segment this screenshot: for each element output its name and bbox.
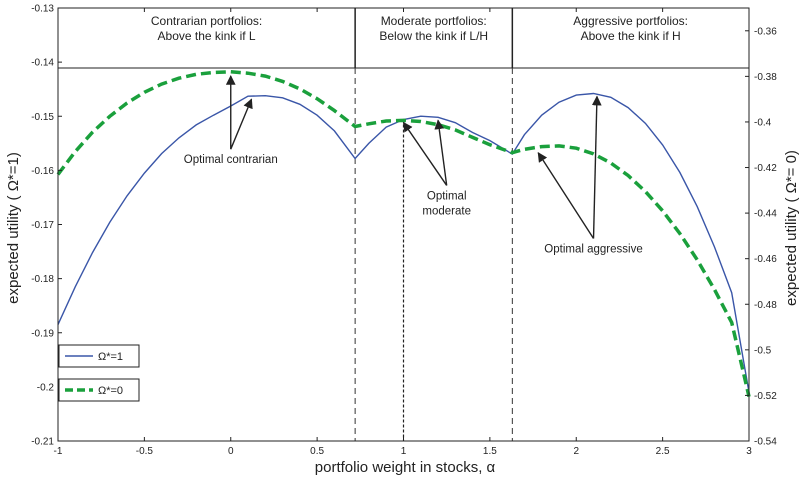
- y-right-tick-label: -0.36: [754, 26, 777, 37]
- x-tick-label: 0: [228, 446, 234, 457]
- region-title: Moderate portfolios:: [381, 14, 487, 28]
- annotations: Optimal contrarian Optimal moderate Optimal…: [184, 74, 643, 255]
- legend: Ω*=1 Ω*=0: [58, 344, 140, 402]
- annotation-label: Optimal aggressive: [544, 243, 642, 255]
- annotation-label-line2: moderate: [422, 205, 471, 217]
- annotation-arrow: [537, 151, 595, 239]
- y-left-tick-label: -0.13: [31, 4, 54, 15]
- x-tick-label: 2.5: [656, 446, 670, 457]
- region-title: Aggressive portfolios:: [573, 14, 688, 28]
- y-right-tick-label: -0.42: [754, 163, 777, 174]
- y-left-tick-label: -0.21: [31, 437, 54, 448]
- y-axis-label-left: expected utility ( Ω*=1): [5, 152, 22, 304]
- y-right-tick-label: -0.38: [754, 72, 777, 83]
- x-tick-label: -0.5: [136, 446, 154, 457]
- region-subtitle: Below the kink if L/H: [379, 29, 488, 43]
- x-tick-label: 1.5: [483, 446, 497, 457]
- y-right-tick-label: -0.44: [754, 209, 777, 220]
- y-left-tick-label: -0.18: [31, 274, 54, 285]
- annotation-arrow: [230, 98, 253, 150]
- region-subtitle: Above the kink if H: [581, 29, 681, 43]
- x-tick-label: -1: [54, 446, 63, 457]
- y-left-tick-label: -0.2: [37, 382, 55, 393]
- y-right-tick-label: -0.46: [754, 254, 777, 265]
- axes: -1 -0.5 0 0.5 1 1.5 2 2.5 3 -0.13 -0.14 -0.15 -0.16 -…: [31, 4, 777, 458]
- x-tick-label: 2: [573, 446, 579, 457]
- y-right-tick-label: -0.4: [754, 117, 772, 128]
- y-left-tick-label: -0.14: [31, 58, 54, 69]
- annotation-arrow: [402, 121, 448, 186]
- x-axis-label: portfolio weight in stocks, α: [315, 459, 496, 476]
- y-left-tick-label: -0.16: [31, 166, 54, 177]
- legend-box: [58, 378, 140, 402]
- region-header-layer: Contrarian portfolios:Above the kink if …: [58, 14, 749, 69]
- series-line-1: [56, 70, 751, 397]
- annotation-label: Optimal: [427, 190, 467, 202]
- y-axis-label-right: expected utility ( Ω*= 0): [783, 150, 800, 306]
- x-tick-label: 1: [401, 446, 407, 457]
- region-subtitle: Above the kink if L: [158, 29, 256, 43]
- y-right-tick-label: -0.54: [754, 437, 777, 448]
- annotation-arrow: [434, 119, 448, 186]
- annotation-label: Optimal contrarian: [184, 154, 278, 166]
- annotation-arrow: [591, 95, 602, 239]
- y-right-tick-label: -0.48: [754, 300, 777, 311]
- legend-label: Ω*=0: [98, 385, 123, 397]
- series-lines: [56, 70, 751, 397]
- y-right-tick-label: -0.5: [754, 345, 772, 356]
- x-tick-label: 3: [746, 446, 752, 457]
- legend-box: [58, 344, 140, 368]
- x-tick-label: 0.5: [310, 446, 324, 457]
- region-title: Contrarian portfolios:: [151, 14, 262, 28]
- y-right-tick-label: -0.52: [754, 391, 777, 402]
- legend-label: Ω*=1: [98, 351, 123, 363]
- y-left-tick-label: -0.19: [31, 328, 54, 339]
- y-left-tick-label: -0.17: [31, 220, 54, 231]
- kink-lines: [354, 8, 514, 441]
- y-left-tick-label: -0.15: [31, 112, 54, 123]
